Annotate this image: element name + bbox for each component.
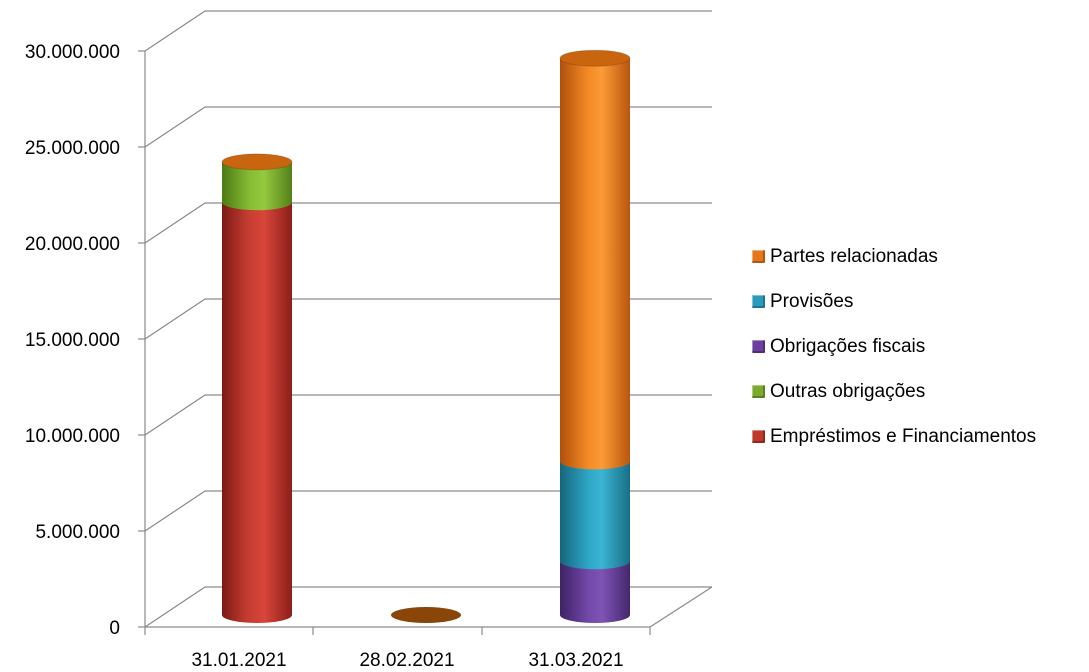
gridline bbox=[144, 394, 712, 436]
gridline bbox=[144, 490, 712, 532]
bar-segment bbox=[560, 561, 630, 623]
gridline bbox=[144, 298, 712, 340]
gridline bbox=[144, 586, 712, 628]
y-tick-label: 5.000.000 bbox=[35, 522, 120, 543]
x-category-label: 31.03.2021 bbox=[528, 650, 623, 671]
bar-stack bbox=[221, 153, 293, 623]
y-tick-label: 30.000.000 bbox=[25, 42, 120, 63]
y-tick-label: 10.000.000 bbox=[25, 426, 120, 447]
bar-top-cap bbox=[559, 49, 631, 67]
legend-label: Outras obrigações bbox=[770, 380, 926, 402]
legend-item: Outras obrigações bbox=[752, 369, 1036, 414]
y-tick-label: 15.000.000 bbox=[25, 330, 120, 351]
legend-label: Empréstimos e Financiamentos bbox=[770, 425, 1037, 447]
bar-segment bbox=[222, 202, 292, 623]
legend-label: Obrigações fiscais bbox=[770, 335, 926, 357]
y-tick-label: 0 bbox=[109, 618, 120, 639]
gridline bbox=[144, 202, 712, 244]
legend-item: Obrigações fiscais bbox=[752, 324, 1036, 369]
bar-segment bbox=[222, 161, 292, 211]
legend-label: Partes relacionadas bbox=[770, 245, 938, 267]
bar-segment bbox=[560, 58, 630, 470]
legend-swatch bbox=[752, 385, 765, 398]
y-tick-label: 25.000.000 bbox=[25, 138, 120, 159]
x-category-label: 31.01.2021 bbox=[191, 650, 286, 671]
bar-stack bbox=[391, 607, 461, 623]
legend-label: Provisões bbox=[770, 290, 854, 312]
empty-bar-disc bbox=[391, 607, 461, 623]
legend-item: Provisões bbox=[752, 279, 1036, 324]
legend-swatch bbox=[752, 430, 765, 443]
y-tick-label: 20.000.000 bbox=[25, 234, 120, 255]
bar-top-cap bbox=[221, 153, 293, 171]
gridline bbox=[144, 10, 712, 52]
gridline bbox=[144, 106, 712, 148]
bar-stack bbox=[559, 49, 631, 623]
legend-swatch bbox=[752, 340, 765, 353]
legend-swatch bbox=[752, 295, 765, 308]
legend-item: Empréstimos e Financiamentos bbox=[752, 414, 1036, 459]
legend-item: Partes relacionadas bbox=[752, 234, 1036, 279]
legend-swatch bbox=[752, 250, 765, 263]
bar-segment bbox=[560, 461, 630, 570]
legend: Partes relacionadas Provisões Obrigações f… bbox=[752, 234, 1036, 459]
x-category-label: 28.02.2021 bbox=[359, 650, 454, 671]
